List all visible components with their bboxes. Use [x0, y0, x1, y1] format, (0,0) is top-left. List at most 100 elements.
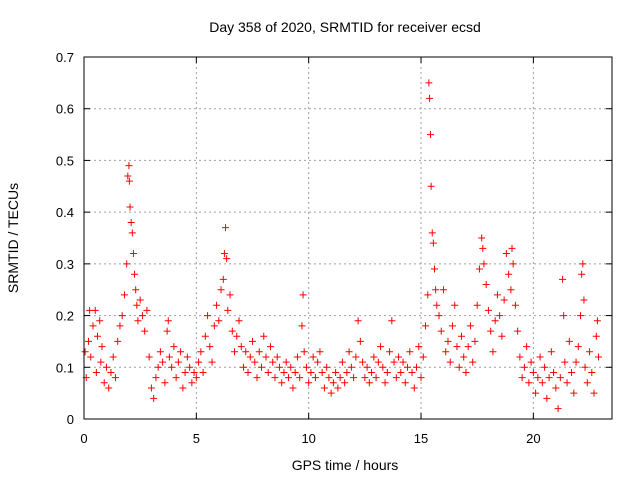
data-point	[442, 348, 450, 356]
data-point	[388, 317, 396, 325]
data-point	[168, 363, 176, 371]
data-point	[475, 265, 483, 273]
data-point	[284, 374, 292, 382]
data-point	[138, 312, 146, 320]
data-point	[208, 358, 216, 366]
data-point	[502, 250, 510, 258]
y-axis-label: SRMTID / TECUs	[5, 183, 21, 293]
data-point	[81, 348, 89, 356]
data-point	[298, 322, 306, 330]
data-point	[487, 327, 495, 335]
data-point	[332, 368, 340, 376]
data-point	[302, 363, 310, 371]
y-tick-label: 0	[67, 412, 74, 427]
data-point	[395, 353, 403, 361]
data-point	[496, 312, 504, 320]
data-point	[547, 348, 555, 356]
data-point	[478, 234, 486, 242]
data-point	[325, 374, 333, 382]
data-point	[429, 239, 437, 247]
data-point	[307, 368, 315, 376]
data-point	[574, 343, 582, 351]
data-point	[426, 131, 434, 139]
data-point	[150, 394, 158, 402]
data-point	[514, 327, 522, 335]
data-point	[97, 358, 105, 366]
data-point	[213, 301, 221, 309]
data-point	[343, 368, 351, 376]
data-point	[309, 353, 317, 361]
data-point	[266, 343, 274, 351]
data-point	[235, 317, 243, 325]
data-point	[417, 374, 425, 382]
data-point	[105, 384, 113, 392]
data-point	[275, 363, 283, 371]
plot-frame	[83, 56, 613, 420]
data-point	[156, 348, 164, 356]
data-point	[116, 322, 124, 330]
data-point	[159, 358, 167, 366]
data-point	[413, 363, 421, 371]
data-point	[278, 379, 286, 387]
data-point	[579, 260, 587, 268]
data-point	[133, 301, 141, 309]
data-point	[145, 353, 153, 361]
data-point	[419, 353, 427, 361]
data-point	[554, 405, 562, 413]
data-point	[354, 317, 362, 325]
data-point	[386, 348, 394, 356]
data-point	[552, 384, 560, 392]
data-point	[534, 374, 542, 382]
data-point	[425, 79, 433, 87]
y-tick-label: 0.6	[56, 102, 74, 117]
data-point	[455, 363, 463, 371]
data-point	[518, 374, 526, 382]
data-point	[131, 270, 139, 278]
data-point	[125, 162, 133, 170]
data-point	[491, 317, 499, 325]
data-point	[129, 250, 137, 258]
data-point	[363, 363, 371, 371]
data-point	[323, 363, 331, 371]
data-point	[374, 358, 382, 366]
data-point	[269, 358, 277, 366]
data-point	[350, 374, 358, 382]
data-point	[87, 353, 95, 361]
data-point	[507, 286, 515, 294]
data-point	[201, 332, 209, 340]
data-point	[199, 368, 207, 376]
data-point	[240, 363, 248, 371]
data-point	[437, 327, 445, 335]
data-point	[141, 327, 149, 335]
y-tick-label: 0.2	[56, 309, 74, 324]
data-point	[92, 368, 100, 376]
data-point	[327, 389, 335, 397]
data-point	[595, 353, 603, 361]
data-point	[242, 348, 250, 356]
data-point	[593, 317, 601, 325]
data-point	[100, 379, 108, 387]
data-point	[588, 368, 596, 376]
x-tick-label: 0	[80, 431, 87, 446]
data-point	[300, 348, 308, 356]
data-point	[560, 312, 568, 320]
data-point	[188, 379, 196, 387]
data-point	[177, 348, 185, 356]
y-tick-label: 0.5	[56, 153, 74, 168]
data-point	[220, 250, 228, 258]
data-point	[415, 343, 423, 351]
data-point	[311, 374, 319, 382]
data-point	[93, 332, 101, 340]
data-point	[520, 363, 528, 371]
data-point	[424, 291, 432, 299]
data-point	[179, 384, 187, 392]
data-point	[154, 363, 162, 371]
data-point	[195, 358, 203, 366]
data-point	[581, 363, 589, 371]
data-point	[370, 353, 378, 361]
data-point	[479, 244, 487, 252]
y-tick-label: 0.7	[56, 50, 74, 65]
data-point	[109, 353, 117, 361]
data-point	[161, 379, 169, 387]
data-point	[356, 337, 364, 345]
